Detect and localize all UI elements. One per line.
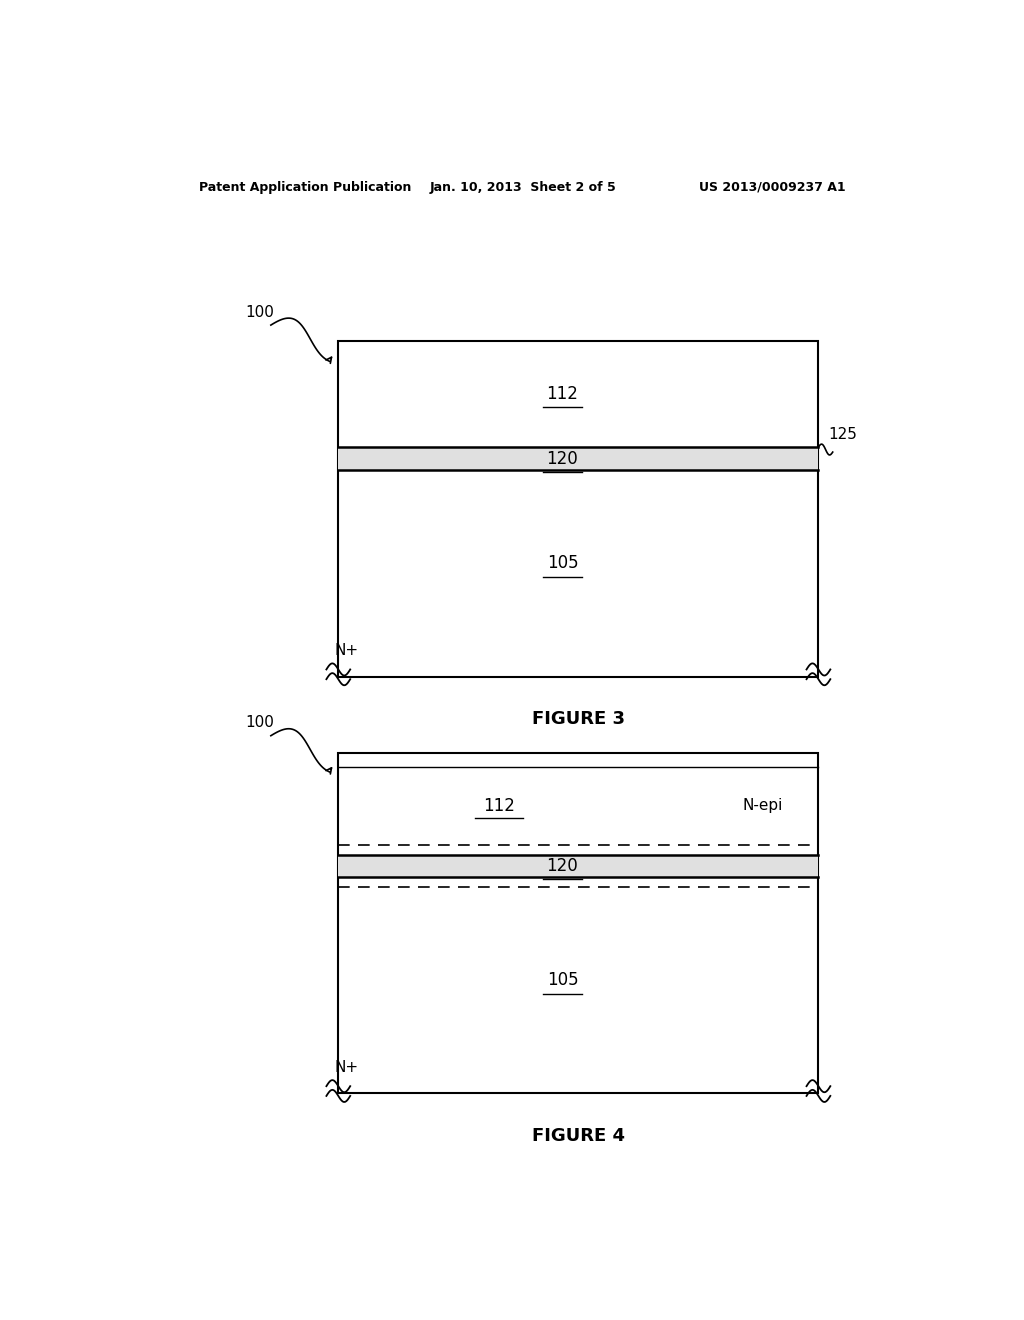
Text: 120: 120 <box>547 450 579 467</box>
Text: 112: 112 <box>547 385 579 403</box>
Text: 105: 105 <box>547 554 579 573</box>
Text: Patent Application Publication: Patent Application Publication <box>200 181 412 194</box>
Text: 100: 100 <box>246 305 274 321</box>
Text: 105: 105 <box>547 972 579 989</box>
Bar <box>338 752 818 1093</box>
Text: N+: N+ <box>334 643 358 659</box>
Text: 120: 120 <box>547 857 579 875</box>
Bar <box>338 447 818 470</box>
Text: FIGURE 4: FIGURE 4 <box>531 1127 625 1146</box>
Text: Jan. 10, 2013  Sheet 2 of 5: Jan. 10, 2013 Sheet 2 of 5 <box>430 181 616 194</box>
Text: 100: 100 <box>246 715 274 730</box>
Bar <box>338 855 818 878</box>
Text: 125: 125 <box>828 428 858 442</box>
Text: FIGURE 3: FIGURE 3 <box>531 710 625 729</box>
Text: N-epi: N-epi <box>742 799 783 813</box>
Text: US 2013/0009237 A1: US 2013/0009237 A1 <box>699 181 846 194</box>
Text: 112: 112 <box>483 797 515 814</box>
Bar <box>338 342 818 677</box>
Text: N+: N+ <box>334 1060 358 1076</box>
